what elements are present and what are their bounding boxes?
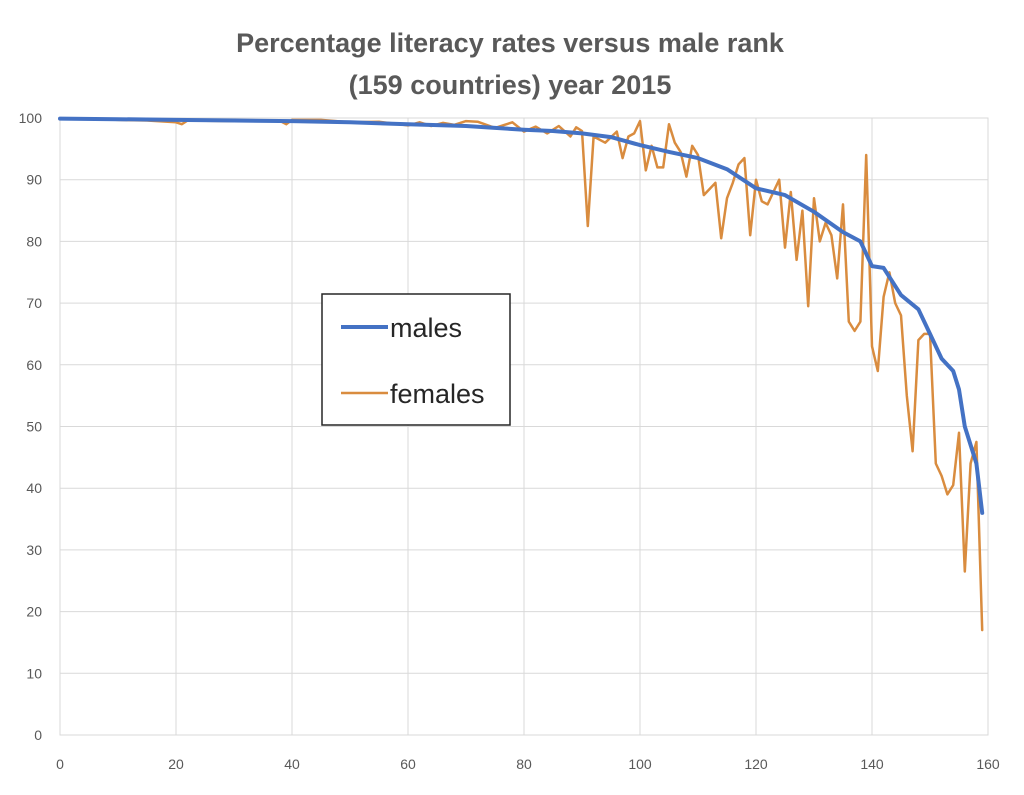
x-tick-label-0: 0: [56, 756, 64, 772]
y-tick-label-60: 60: [26, 357, 42, 373]
chart-title-line-1: Percentage literacy rates versus male ra…: [236, 28, 785, 58]
y-tick-label-80: 80: [26, 233, 42, 249]
y-tick-label-20: 20: [26, 604, 42, 620]
y-tick-label-10: 10: [26, 665, 42, 681]
y-tick-label-50: 50: [26, 419, 42, 435]
y-tick-label-70: 70: [26, 295, 42, 311]
y-tick-label-30: 30: [26, 542, 42, 558]
y-tick-label-100: 100: [19, 110, 43, 126]
x-tick-label-40: 40: [284, 756, 300, 772]
legend-box: [321, 293, 511, 426]
y-axis-tick-labels: 0 10 20 30 40 50 60 70 80 90 100: [19, 110, 43, 743]
chart-title-line-2: (159 countries) year 2015: [349, 70, 672, 100]
series-line-males: [58, 116, 985, 515]
x-tick-label-100: 100: [628, 756, 652, 772]
legend: males females: [321, 293, 511, 426]
x-tick-label-140: 140: [860, 756, 884, 772]
x-axis-tick-labels: 0 20 40 60 80 100 120 140 160: [56, 756, 1000, 772]
x-tick-label-60: 60: [400, 756, 416, 772]
plot-area-frame: [59, 117, 989, 736]
legend-label-females: females: [390, 379, 485, 409]
y-tick-label-90: 90: [26, 172, 42, 188]
x-tick-label-120: 120: [744, 756, 768, 772]
series-layer: [58, 116, 985, 632]
x-tick-label-80: 80: [516, 756, 532, 772]
x-tick-label-20: 20: [168, 756, 184, 772]
legend-label-males: males: [390, 313, 462, 343]
y-tick-label-40: 40: [26, 480, 42, 496]
y-tick-label-0: 0: [34, 727, 42, 743]
x-tick-label-160: 160: [976, 756, 1000, 772]
